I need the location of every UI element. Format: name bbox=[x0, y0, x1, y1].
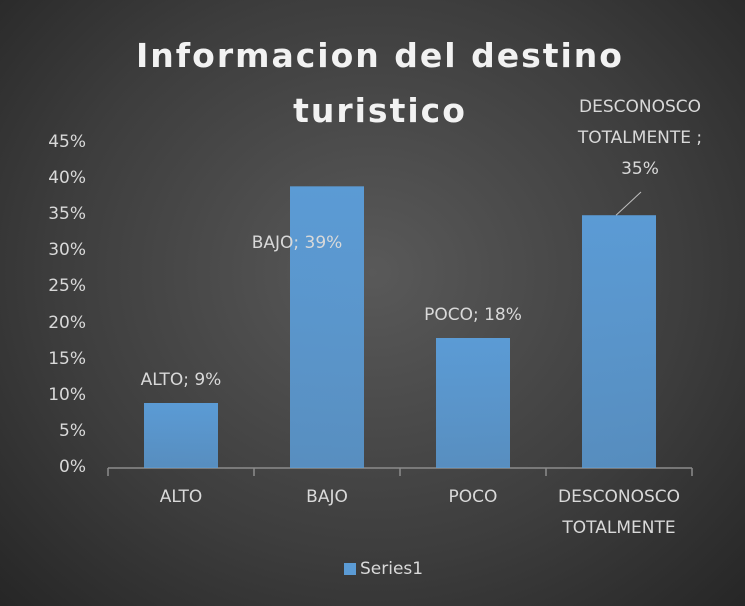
y-tick-label: 0% bbox=[59, 457, 86, 477]
data-label: POCO; 18% bbox=[424, 305, 522, 325]
chart-title: Informacion del destino turistico bbox=[136, 36, 624, 130]
x-tick-label: POCO bbox=[448, 487, 498, 507]
bar bbox=[290, 186, 364, 469]
bar bbox=[436, 338, 510, 468]
y-tick-label: 20% bbox=[48, 312, 86, 333]
leader-line bbox=[615, 191, 642, 216]
y-tick-label: 45% bbox=[48, 132, 86, 152]
bar bbox=[144, 403, 218, 468]
y-tick-label: 30% bbox=[48, 240, 86, 261]
data-label: ALTO; 9% bbox=[140, 370, 222, 390]
legend-swatch bbox=[344, 563, 356, 575]
x-tick-label: ALTO bbox=[159, 487, 203, 507]
bar bbox=[582, 215, 656, 468]
legend-label: Series1 bbox=[360, 559, 424, 579]
data-label: DESCONOSCO TOTALMENTE ; 35% bbox=[577, 97, 703, 179]
y-tick-label: 40% bbox=[48, 168, 86, 189]
y-tick-label: 10% bbox=[48, 384, 86, 405]
y-tick-label: 5% bbox=[59, 420, 86, 441]
data-label: BAJO; 39% bbox=[251, 233, 343, 253]
y-tick-label: 15% bbox=[48, 348, 86, 369]
x-tick-label: DESCONOSCO TOTALMENTE bbox=[557, 487, 680, 538]
y-tick-label: 35% bbox=[48, 204, 86, 225]
y-tick-label: 25% bbox=[48, 276, 86, 297]
x-tick-label: BAJO bbox=[306, 487, 348, 507]
